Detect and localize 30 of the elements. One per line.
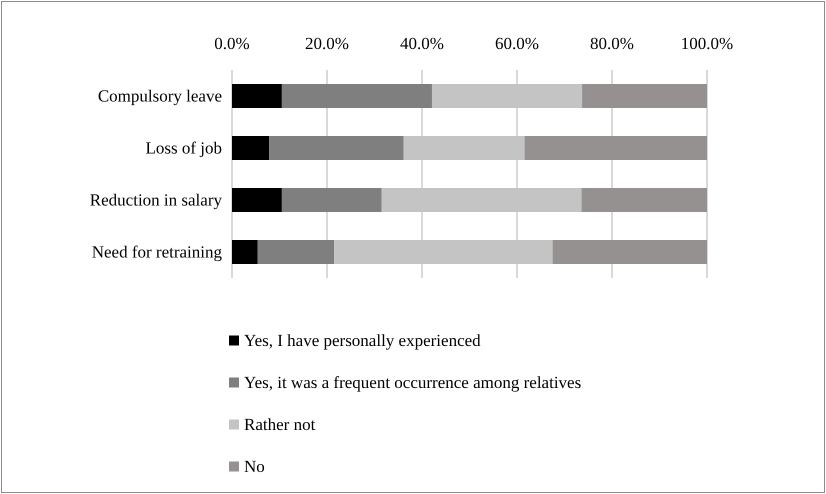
bar [232, 240, 258, 264]
y-tick-label: Compulsory leave [98, 86, 222, 106]
bar [582, 84, 707, 108]
bar [232, 136, 270, 160]
legend-label: Yes, I have personally experienced [244, 331, 482, 350]
bar [232, 188, 282, 212]
bar [403, 136, 525, 160]
legend-label: Yes, it was a frequent occurrence among relatives [244, 373, 582, 392]
bar [232, 84, 282, 108]
x-tick-label: 20.0% [305, 34, 349, 53]
bar [334, 240, 553, 264]
x-tick-label: 100.0% [680, 34, 734, 53]
legend-label: No [244, 457, 265, 476]
legend-label: Rather not [244, 415, 316, 434]
y-tick-label: Loss of job [146, 138, 222, 158]
x-tick-label: 80.0% [590, 34, 634, 53]
bar [269, 136, 404, 160]
bar [524, 136, 707, 160]
bar [258, 240, 334, 264]
bar [582, 188, 707, 212]
bar [282, 84, 432, 108]
x-tick-label: 0.0% [214, 34, 250, 53]
bar [552, 240, 707, 264]
y-tick-label: Need for retraining [92, 242, 222, 262]
x-tick-label: 40.0% [400, 34, 444, 53]
y-tick-label: Reduction in salary [90, 190, 222, 210]
bar [432, 84, 582, 108]
x-tick-label: 60.0% [495, 34, 539, 53]
bar [282, 188, 382, 212]
bar [382, 188, 582, 212]
